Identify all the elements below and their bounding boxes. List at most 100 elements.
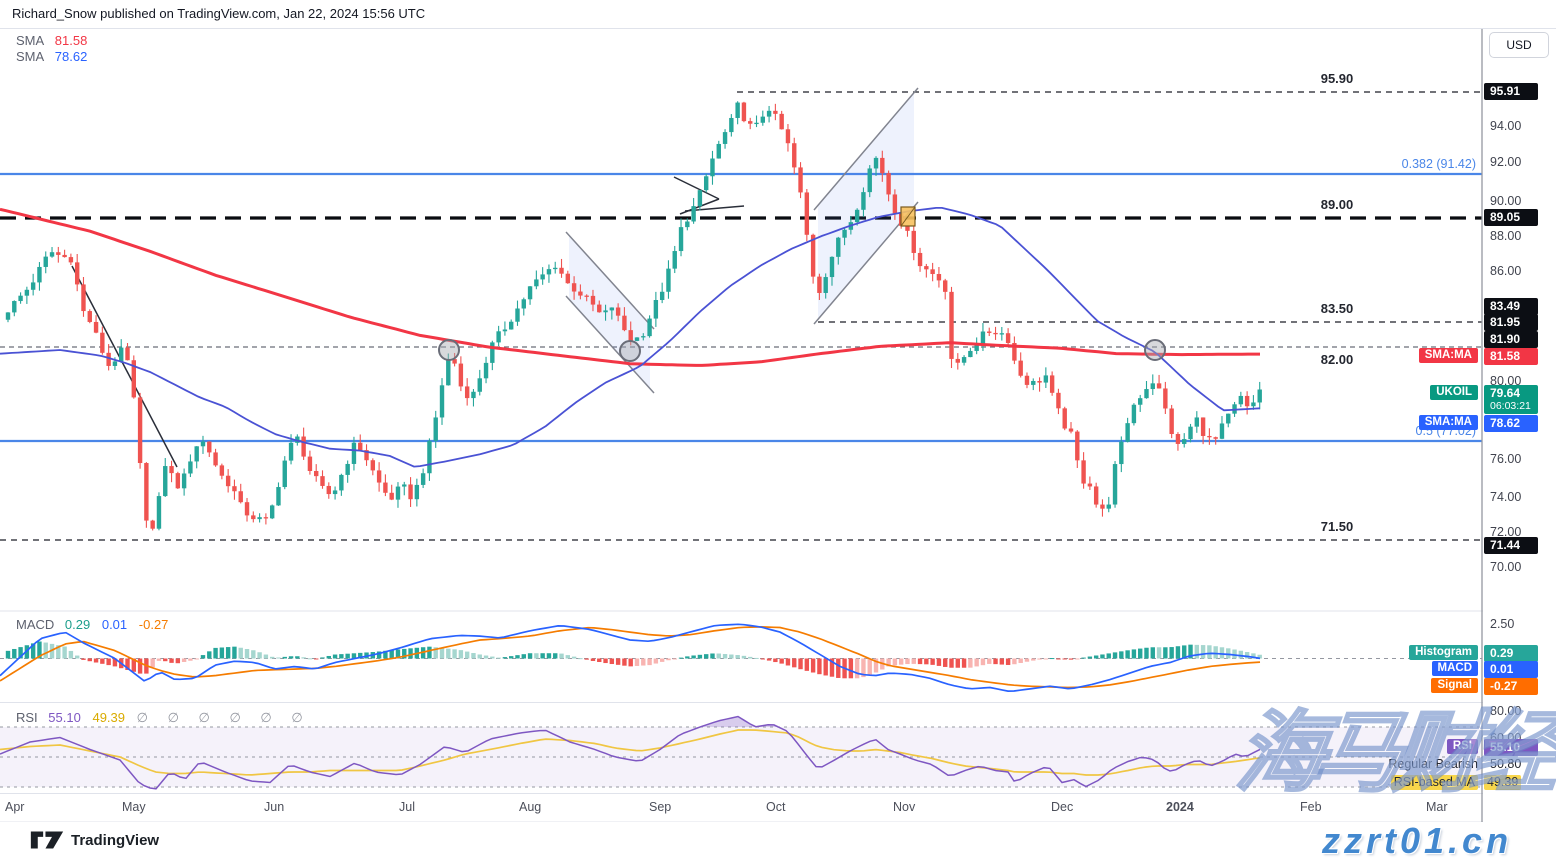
candle-body — [263, 517, 269, 519]
macd-legend[interactable]: MACD 0.29 0.01 -0.27 — [16, 617, 176, 632]
macd-histogram-bar — [1037, 658, 1042, 660]
trendline[interactable] — [673, 176, 720, 200]
tradingview-logo[interactable]: TradingView — [30, 830, 159, 850]
candle-body — [1049, 375, 1055, 393]
macd-histogram-bar — [232, 646, 237, 659]
macd-histogram-bar — [571, 656, 577, 659]
candle-body — [754, 122, 759, 125]
time-axis-label[interactable]: Apr — [5, 800, 25, 814]
macd-histogram-bar — [1018, 658, 1023, 663]
macd-histogram-bar — [68, 650, 74, 659]
macd-histogram-bar — [546, 653, 552, 659]
macd-histogram-bar — [735, 655, 740, 659]
time-axis-label[interactable]: Aug — [519, 800, 542, 814]
rsi-legend[interactable]: RSI 55.10 49.39 ∅ ∅ ∅ ∅ ∅ ∅ — [16, 710, 311, 726]
macd-histogram-bar — [936, 658, 942, 666]
footer-bar — [0, 822, 1556, 857]
macd-histogram-bar — [295, 656, 300, 659]
candle-body — [804, 192, 810, 235]
breakout-box-diagonal — [900, 206, 916, 227]
candle-body — [370, 460, 376, 471]
macd-histogram-bar — [458, 650, 464, 659]
trendline[interactable] — [71, 265, 178, 468]
rsi-ma-line[interactable] — [0, 729, 1261, 776]
rsi-axis-tick: 80.00 — [1490, 704, 1522, 718]
candle-body — [760, 116, 765, 123]
macd-histogram-bar — [785, 658, 791, 666]
macd-histogram-bar — [748, 656, 753, 659]
macd-histogram-bar — [263, 654, 269, 659]
sma200-line[interactable] — [0, 207, 1260, 367]
time-axis-label[interactable]: Feb — [1300, 800, 1322, 814]
time-axis-label[interactable]: 2024 — [1166, 800, 1194, 814]
macd-histogram-bar — [534, 653, 539, 659]
candle-body — [1200, 417, 1206, 436]
rsi-pane[interactable] — [0, 715, 1482, 790]
time-axis-label[interactable]: May — [122, 800, 146, 814]
macd-histogram-bar — [685, 656, 690, 659]
candle-body — [842, 229, 847, 238]
macd-histogram-bar — [999, 658, 1005, 665]
candle-body — [980, 331, 986, 345]
macd-histogram-bar — [1194, 644, 1200, 659]
macd-histogram-bar — [609, 658, 615, 665]
macd-histogram-bar — [1213, 646, 1218, 659]
rsi-overbought-fill — [702, 716, 780, 727]
flag-channel[interactable] — [569, 236, 650, 389]
currency-button[interactable]: USD — [1489, 32, 1549, 58]
level-text-label: 71.50 — [1320, 519, 1354, 534]
macd-histogram-bar — [288, 656, 294, 659]
macd-histogram-bar — [1100, 654, 1105, 659]
channel-border-line[interactable] — [565, 295, 655, 394]
time-axis-label[interactable]: Sep — [649, 800, 672, 814]
time-axis-label[interactable]: Mar — [1426, 800, 1448, 814]
macd-pane[interactable] — [0, 623, 1482, 692]
candle-body — [1062, 408, 1067, 429]
rsi-line[interactable] — [0, 715, 1261, 790]
channel-border-line[interactable] — [813, 87, 919, 211]
macd-histogram-bar — [773, 658, 778, 663]
price-pane[interactable] — [0, 87, 1482, 541]
macd-histogram-bar — [911, 658, 916, 664]
level-retest-circle-marker[interactable] — [438, 339, 460, 361]
series-value-badge: -0.27 — [1484, 678, 1538, 695]
candle-body — [131, 360, 136, 398]
time-axis-label[interactable]: Jul — [399, 800, 415, 814]
macd-histogram-bar — [924, 658, 929, 665]
series-value-badge: 0.29 — [1484, 645, 1538, 662]
series-value-badge: 0.01 — [1484, 661, 1538, 678]
sma50-line[interactable] — [0, 207, 1261, 468]
time-axis-label[interactable]: Jun — [264, 800, 285, 814]
level-price-badge: 81.90 — [1484, 331, 1538, 348]
candle-body — [1018, 360, 1023, 376]
regular-bearish-label: Regular Bearish — [1388, 757, 1478, 771]
time-axis-label[interactable]: Oct — [766, 800, 786, 814]
macd-histogram-bar — [326, 655, 331, 659]
channel-border-line[interactable] — [565, 231, 655, 330]
candle-body — [490, 342, 495, 363]
candle-body — [37, 266, 42, 283]
flag-channel[interactable] — [818, 92, 914, 320]
macd-histogram-bar — [515, 655, 520, 659]
candle-body — [395, 486, 401, 500]
candle-body — [207, 441, 212, 453]
level-retest-circle-marker[interactable] — [619, 340, 641, 362]
macd-histogram-bar — [540, 653, 545, 659]
time-axis-label[interactable]: Nov — [893, 800, 916, 814]
time-axis-label[interactable]: Dec — [1051, 800, 1074, 814]
macd-histogram-bar — [873, 658, 879, 673]
macd-histogram-bar — [62, 646, 67, 659]
candle-body — [773, 110, 778, 114]
macd-histogram-bar — [358, 652, 363, 659]
candle-body — [320, 476, 325, 486]
sma50-legend[interactable]: SMA 78.62 — [16, 49, 87, 64]
candle-body — [905, 225, 910, 231]
candle-body — [125, 347, 130, 361]
sma200-legend[interactable]: SMA 81.58 — [16, 33, 87, 48]
level-retest-circle-marker[interactable] — [1144, 339, 1166, 361]
series-label-chip: Signal — [1431, 678, 1478, 693]
macd-histogram-bar — [169, 658, 174, 663]
macd-line[interactable] — [0, 623, 1261, 692]
price-axis-tick: 70.00 — [1490, 560, 1522, 574]
